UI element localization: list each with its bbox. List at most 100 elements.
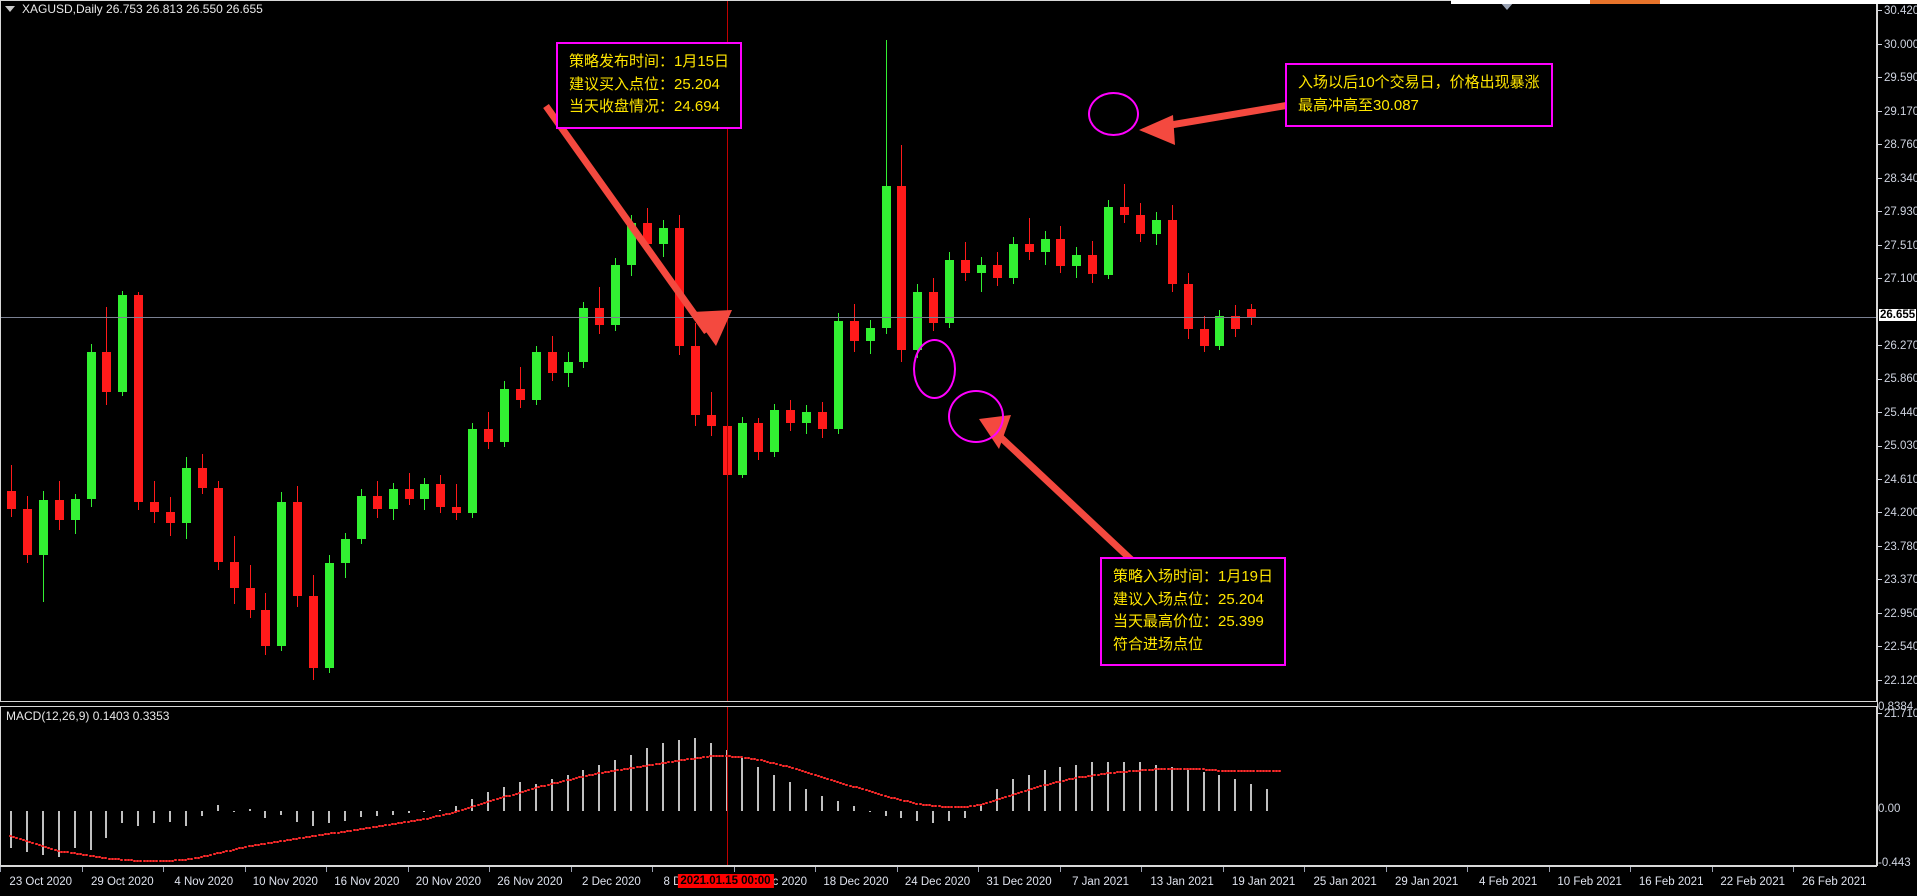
candle-wick: [519, 366, 521, 409]
candle-body: [452, 506, 462, 514]
candle-wick: [11, 464, 12, 517]
macd-signal-point: [619, 768, 623, 771]
candle-body: [1215, 316, 1225, 346]
macd-signal-point: [1246, 770, 1250, 773]
date-axis-tick: 26 Nov 2020: [497, 876, 563, 888]
candle-body: [1120, 206, 1129, 215]
macd-signal-point: [778, 763, 782, 766]
macd-signal-point: [1010, 794, 1014, 797]
candle-body: [468, 429, 478, 514]
macd-signal-point: [810, 772, 814, 775]
macd-signal-point: [835, 780, 839, 783]
window-tab-active: [1590, 0, 1660, 4]
scroll-chevron-icon[interactable]: [1500, 2, 1514, 10]
macd-signal-point: [1242, 770, 1246, 773]
macd-histogram-bar: [121, 811, 124, 824]
candle-body: [102, 351, 112, 393]
candle-body: [197, 468, 207, 488]
candle-body: [38, 500, 48, 556]
candle-body: [54, 500, 64, 520]
macd-signal-point: [225, 850, 229, 853]
date-axis-tick: 7 Jan 2021: [1072, 876, 1129, 888]
macd-signal-point: [276, 840, 280, 843]
macd-signal-point: [53, 849, 57, 852]
macd-histogram-bar: [582, 769, 585, 812]
macd-signal-point: [648, 764, 652, 767]
macd-signal-point: [266, 842, 270, 845]
macd-pane[interactable]: [0, 706, 1877, 866]
chevron-down-icon[interactable]: [5, 6, 15, 12]
macd-signal-point: [470, 806, 474, 809]
date-axis-separator: [1630, 867, 1632, 872]
macd-signal-point: [129, 859, 133, 862]
macd-signal-point: [880, 794, 884, 797]
macd-signal-point: [1207, 768, 1211, 771]
macd-histogram-bar: [41, 811, 44, 855]
macd-signal-point: [1068, 778, 1071, 781]
date-axis-separator: [978, 867, 980, 872]
macd-signal-point: [874, 792, 877, 795]
candle-body: [150, 502, 160, 512]
macd-histogram-bar: [232, 811, 235, 813]
macd-signal-point: [1144, 769, 1148, 772]
macd-signal-point: [403, 821, 407, 824]
macd-histogram-bar: [1107, 762, 1110, 812]
macd-signal-point: [1093, 774, 1097, 777]
candle-body: [658, 227, 668, 244]
candle-body: [579, 308, 589, 362]
macd-axis-tick: 0.8384: [1878, 701, 1914, 713]
candle-body: [293, 502, 303, 596]
macd-histogram-bar: [884, 811, 887, 816]
macd-histogram-bar: [455, 806, 458, 812]
macd-signal-point: [44, 846, 47, 849]
candle-body: [531, 351, 541, 401]
macd-signal-point: [247, 845, 251, 848]
candle-body: [436, 484, 446, 507]
candle-body: [833, 321, 843, 430]
macd-signal-point: [467, 807, 470, 810]
macd-signal-point: [1249, 770, 1253, 773]
macd-signal-point: [1052, 782, 1056, 785]
macd-signal-point: [381, 824, 385, 827]
macd-signal-point: [288, 838, 292, 841]
macd-histogram-bar: [789, 781, 792, 812]
macd-signal-point: [944, 805, 947, 808]
price-axis-tick: 22.950: [1878, 608, 1917, 620]
price-axis-tick: 29.590: [1878, 72, 1917, 84]
symbol-info-bar[interactable]: XAGUSD,Daily 26.753 26.813 26.550 26.655: [0, 0, 263, 18]
macd-signal-point: [969, 805, 973, 808]
macd-signal-point: [902, 799, 906, 802]
macd-histogram-bar: [773, 774, 776, 812]
macd-signal-point: [362, 827, 365, 830]
date-axis[interactable]: 23 Oct 2020 29 Oct 2020 4 Nov 2020 10 Nov 2…: [0, 866, 1877, 896]
macd-signal-point: [1182, 768, 1186, 771]
macd-signal-point: [1201, 768, 1205, 771]
price-axis[interactable]: 30.420 30.000 29.590 29.170 28.760 28.340 27.9…: [1877, 0, 1917, 869]
macd-histogram-bar: [391, 811, 394, 815]
macd-signal-point: [21, 839, 25, 842]
macd-signal-point: [327, 832, 330, 835]
candle-body: [245, 587, 255, 611]
macd-signal-point: [1137, 769, 1141, 772]
macd-signal-point: [832, 779, 836, 782]
macd-signal-point: [314, 834, 318, 837]
macd-signal-point: [651, 763, 655, 766]
macd-signal-point: [1236, 769, 1240, 772]
macd-histogram-bar: [137, 811, 140, 826]
macd-signal-point: [12, 836, 16, 839]
macd-signal-point: [1087, 775, 1091, 778]
macd-histogram-bar: [1123, 762, 1125, 812]
macd-signal-point: [791, 766, 795, 769]
marker-ellipse-entry: [948, 390, 1004, 443]
date-axis-separator: [1059, 867, 1061, 872]
macd-histogram-bar: [471, 798, 474, 812]
macd-signal-point: [1198, 768, 1202, 771]
macd-signal-point: [56, 850, 60, 853]
macd-signal-point: [152, 859, 156, 862]
macd-signal-point: [489, 800, 493, 803]
price-axis-tick: 25.440: [1878, 407, 1917, 419]
candle-body: [992, 264, 1002, 278]
macd-signal-point: [638, 765, 642, 768]
macd-signal-point: [59, 850, 63, 853]
price-axis-tick: 24.610: [1878, 474, 1917, 486]
